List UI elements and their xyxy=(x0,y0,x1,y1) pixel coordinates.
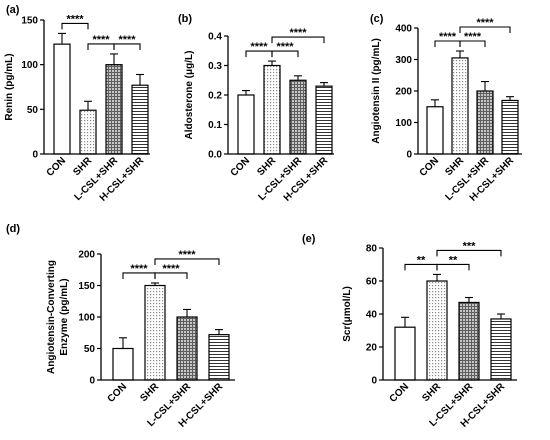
bar-2 xyxy=(458,301,480,381)
x-tick-label: CON xyxy=(418,155,442,179)
y-tick-label: 300 xyxy=(395,55,412,66)
significance-label-2: *** xyxy=(463,240,477,252)
significance-bracket-1 xyxy=(459,40,486,47)
y-tick-label: 40 xyxy=(366,310,378,321)
x-tick-label: CON xyxy=(388,381,412,405)
bar-3 xyxy=(131,84,149,155)
significance-label-1: **** xyxy=(276,41,294,53)
chart-panel-3: (d) 0 50 100 150 200 Angiotensin-Converting Enz… xyxy=(6,223,235,430)
significance-label-0: **** xyxy=(250,41,268,53)
y-tick-label: 200 xyxy=(395,87,412,98)
significance-label-2: **** xyxy=(289,27,307,39)
significance-label-1: **** xyxy=(464,31,482,43)
y-tick-label: 100 xyxy=(395,118,412,129)
bar-1 xyxy=(79,109,97,155)
x-tick-label: SHR xyxy=(138,381,161,404)
significance-label-2: **** xyxy=(118,34,136,46)
bar-3 xyxy=(208,334,230,381)
y-tick-label: 80 xyxy=(366,244,378,255)
panel-label: (d) xyxy=(6,223,20,235)
significance-bracket-2 xyxy=(459,26,511,33)
y-axis-label-line: Enzyme (pg/mL) xyxy=(59,278,70,355)
significance-label-0: **** xyxy=(439,31,457,43)
bar-1 xyxy=(144,284,166,381)
bar-2 xyxy=(105,64,123,155)
y-tick-label: 60 xyxy=(366,277,378,288)
y-tick-label: 100 xyxy=(78,313,95,324)
x-tick-label: H-CSL+SHR xyxy=(468,155,517,204)
bar-3 xyxy=(490,318,512,381)
significance-label-1: ** xyxy=(449,254,458,266)
significance-label-1: **** xyxy=(162,263,180,275)
y-axis-label: Angiotensin-Converting Enzyme (pg/mL) xyxy=(46,260,70,374)
y-tick-label: 50 xyxy=(27,105,39,116)
y-tick-label: 0 xyxy=(406,150,412,161)
panel-label: (a) xyxy=(6,4,20,16)
bar-0 xyxy=(112,347,134,381)
significance-label-1: **** xyxy=(92,34,110,46)
bar-3 xyxy=(501,99,519,155)
significance-label-0: **** xyxy=(66,13,84,25)
significance-bracket-2 xyxy=(436,249,502,257)
y-axis-label: Scr(μmol/L) xyxy=(342,286,353,342)
significance-label-0: ** xyxy=(417,254,426,266)
x-tick-label: SHR xyxy=(71,155,94,178)
bar-0 xyxy=(237,94,255,155)
y-tick-label: 150 xyxy=(21,16,38,27)
chart-panel-2: (c) 0 100 200 300 400 Angiotensin II (pg/mL) CO… xyxy=(370,13,522,204)
bar-2 xyxy=(176,316,198,381)
significance-bracket-2 xyxy=(113,43,141,50)
chart-panel-1: (b) 0.0 0.1 0.2 0.3 0.4 Aldosterone (μg/L) CON S… xyxy=(178,13,334,204)
y-tick-label: 400 xyxy=(395,24,412,35)
bar-2 xyxy=(289,79,307,155)
bar-0 xyxy=(53,43,71,155)
bar-1 xyxy=(263,64,281,155)
y-tick-label: 0.4 xyxy=(208,32,222,43)
y-axis-label: Aldosterone (μg/L) xyxy=(184,51,195,140)
y-tick-label: 50 xyxy=(84,344,96,355)
significance-bracket-1 xyxy=(436,263,470,271)
y-tick-label: 200 xyxy=(78,250,95,261)
significance-bracket-1 xyxy=(154,272,188,279)
x-tick-label: SHR xyxy=(255,155,278,178)
y-axis-label-line: Angiotensin-Converting xyxy=(46,260,57,374)
bar-1 xyxy=(426,280,448,381)
y-tick-label: 0.0 xyxy=(208,150,222,161)
y-axis-label: Angiotensin II (pg/mL) xyxy=(371,38,382,144)
significance-bracket-2 xyxy=(154,258,220,265)
bar-0 xyxy=(426,106,444,155)
panel-label: (c) xyxy=(370,13,384,25)
y-tick-label: 100 xyxy=(21,60,38,71)
y-tick-label: 150 xyxy=(78,281,95,292)
y-tick-label: 0.2 xyxy=(208,91,222,102)
panel-label: (e) xyxy=(302,233,316,245)
significance-bracket-0 xyxy=(61,22,89,30)
x-tick-label: SHR xyxy=(420,381,443,404)
y-tick-label: 20 xyxy=(366,343,378,354)
y-tick-label: 0 xyxy=(89,376,95,387)
y-tick-label: 0 xyxy=(32,150,38,161)
y-tick-label: 0 xyxy=(371,376,377,387)
bar-2 xyxy=(476,90,494,155)
bar-3 xyxy=(315,85,333,155)
significance-bracket-2 xyxy=(271,36,325,44)
significance-label-2: **** xyxy=(476,17,494,29)
x-tick-label: CON xyxy=(106,381,130,405)
y-tick-label: 0.3 xyxy=(208,61,222,72)
significance-bracket-1 xyxy=(271,50,299,58)
bar-1 xyxy=(451,57,469,155)
y-tick-label: 0.1 xyxy=(208,120,222,131)
x-tick-label: CON xyxy=(45,155,69,179)
y-axis-label: Renin (pg/mL) xyxy=(4,53,15,120)
panel-label: (b) xyxy=(178,13,192,25)
bar-0 xyxy=(394,326,416,381)
significance-label-2: **** xyxy=(178,249,196,261)
x-tick-label: CON xyxy=(229,155,253,179)
significance-label-0: **** xyxy=(130,263,148,275)
